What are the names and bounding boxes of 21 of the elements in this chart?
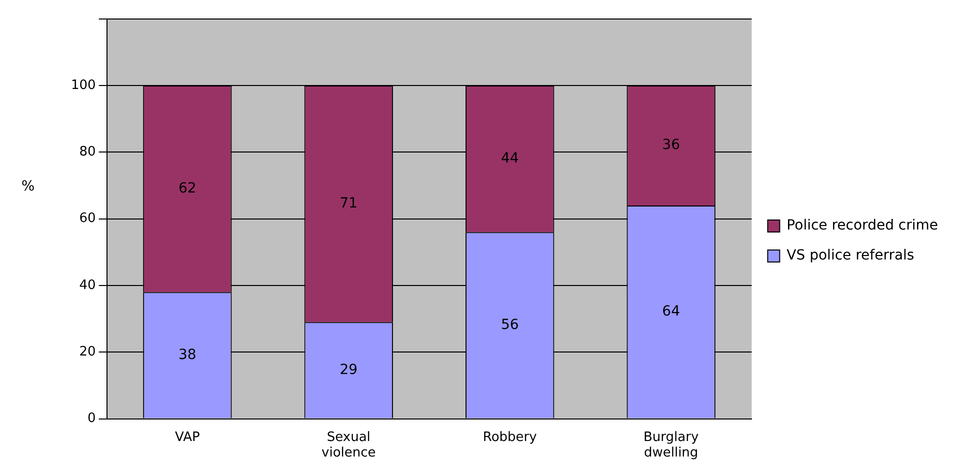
data-label: 64: [662, 304, 680, 320]
y-tick-label: 40: [79, 278, 96, 293]
data-label: 38: [178, 346, 196, 363]
x-tick-label: Robbery: [482, 430, 538, 445]
data-label: 62: [178, 180, 196, 196]
y-tick-label: 60: [79, 211, 96, 226]
data-label: 71: [340, 195, 358, 212]
y-tick-label: 0: [88, 411, 96, 426]
y-axis-title: %: [21, 178, 35, 194]
y-tick-label: 100: [70, 78, 96, 93]
data-label: 56: [500, 316, 519, 333]
y-tick-label: 20: [79, 344, 96, 360]
x-tick-label: Sexual violence: [322, 430, 376, 461]
data-label: 36: [662, 137, 680, 154]
y-tick-label: 80: [79, 144, 96, 160]
data-label: 29: [340, 362, 358, 378]
data-label: 44: [500, 150, 519, 166]
x-tick-label: VAP: [175, 430, 200, 445]
x-tick-label: Burglary dwelling: [644, 430, 699, 461]
legend-label: Police recorded crime: [786, 218, 938, 234]
legend-label: VS police referrals: [786, 248, 914, 264]
